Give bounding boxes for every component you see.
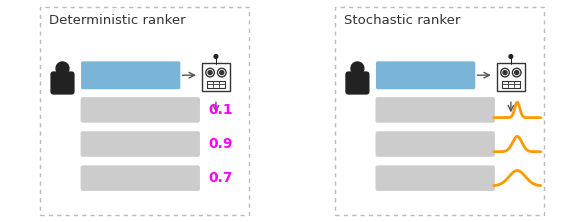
- FancyBboxPatch shape: [376, 97, 495, 123]
- Circle shape: [515, 71, 519, 75]
- Circle shape: [509, 55, 513, 58]
- FancyBboxPatch shape: [81, 131, 200, 157]
- FancyBboxPatch shape: [207, 81, 225, 88]
- FancyBboxPatch shape: [335, 7, 544, 215]
- Text: Stochastic ranker: Stochastic ranker: [343, 14, 460, 27]
- FancyBboxPatch shape: [50, 71, 75, 95]
- FancyBboxPatch shape: [376, 61, 475, 89]
- FancyBboxPatch shape: [497, 63, 525, 91]
- Circle shape: [220, 71, 224, 75]
- FancyBboxPatch shape: [81, 97, 200, 123]
- FancyBboxPatch shape: [376, 165, 495, 191]
- Circle shape: [56, 62, 69, 75]
- Circle shape: [503, 71, 507, 75]
- FancyBboxPatch shape: [40, 7, 249, 215]
- Text: Deterministic ranker: Deterministic ranker: [48, 14, 185, 27]
- FancyBboxPatch shape: [502, 81, 520, 88]
- FancyBboxPatch shape: [345, 71, 370, 95]
- Text: 0.7: 0.7: [208, 171, 233, 185]
- Circle shape: [208, 71, 212, 75]
- FancyBboxPatch shape: [376, 131, 495, 157]
- FancyBboxPatch shape: [202, 63, 230, 91]
- Text: 0.9: 0.9: [208, 137, 233, 151]
- FancyBboxPatch shape: [81, 165, 200, 191]
- Circle shape: [214, 55, 218, 58]
- FancyBboxPatch shape: [81, 61, 180, 89]
- Text: 0.1: 0.1: [208, 103, 233, 117]
- Circle shape: [351, 62, 364, 75]
